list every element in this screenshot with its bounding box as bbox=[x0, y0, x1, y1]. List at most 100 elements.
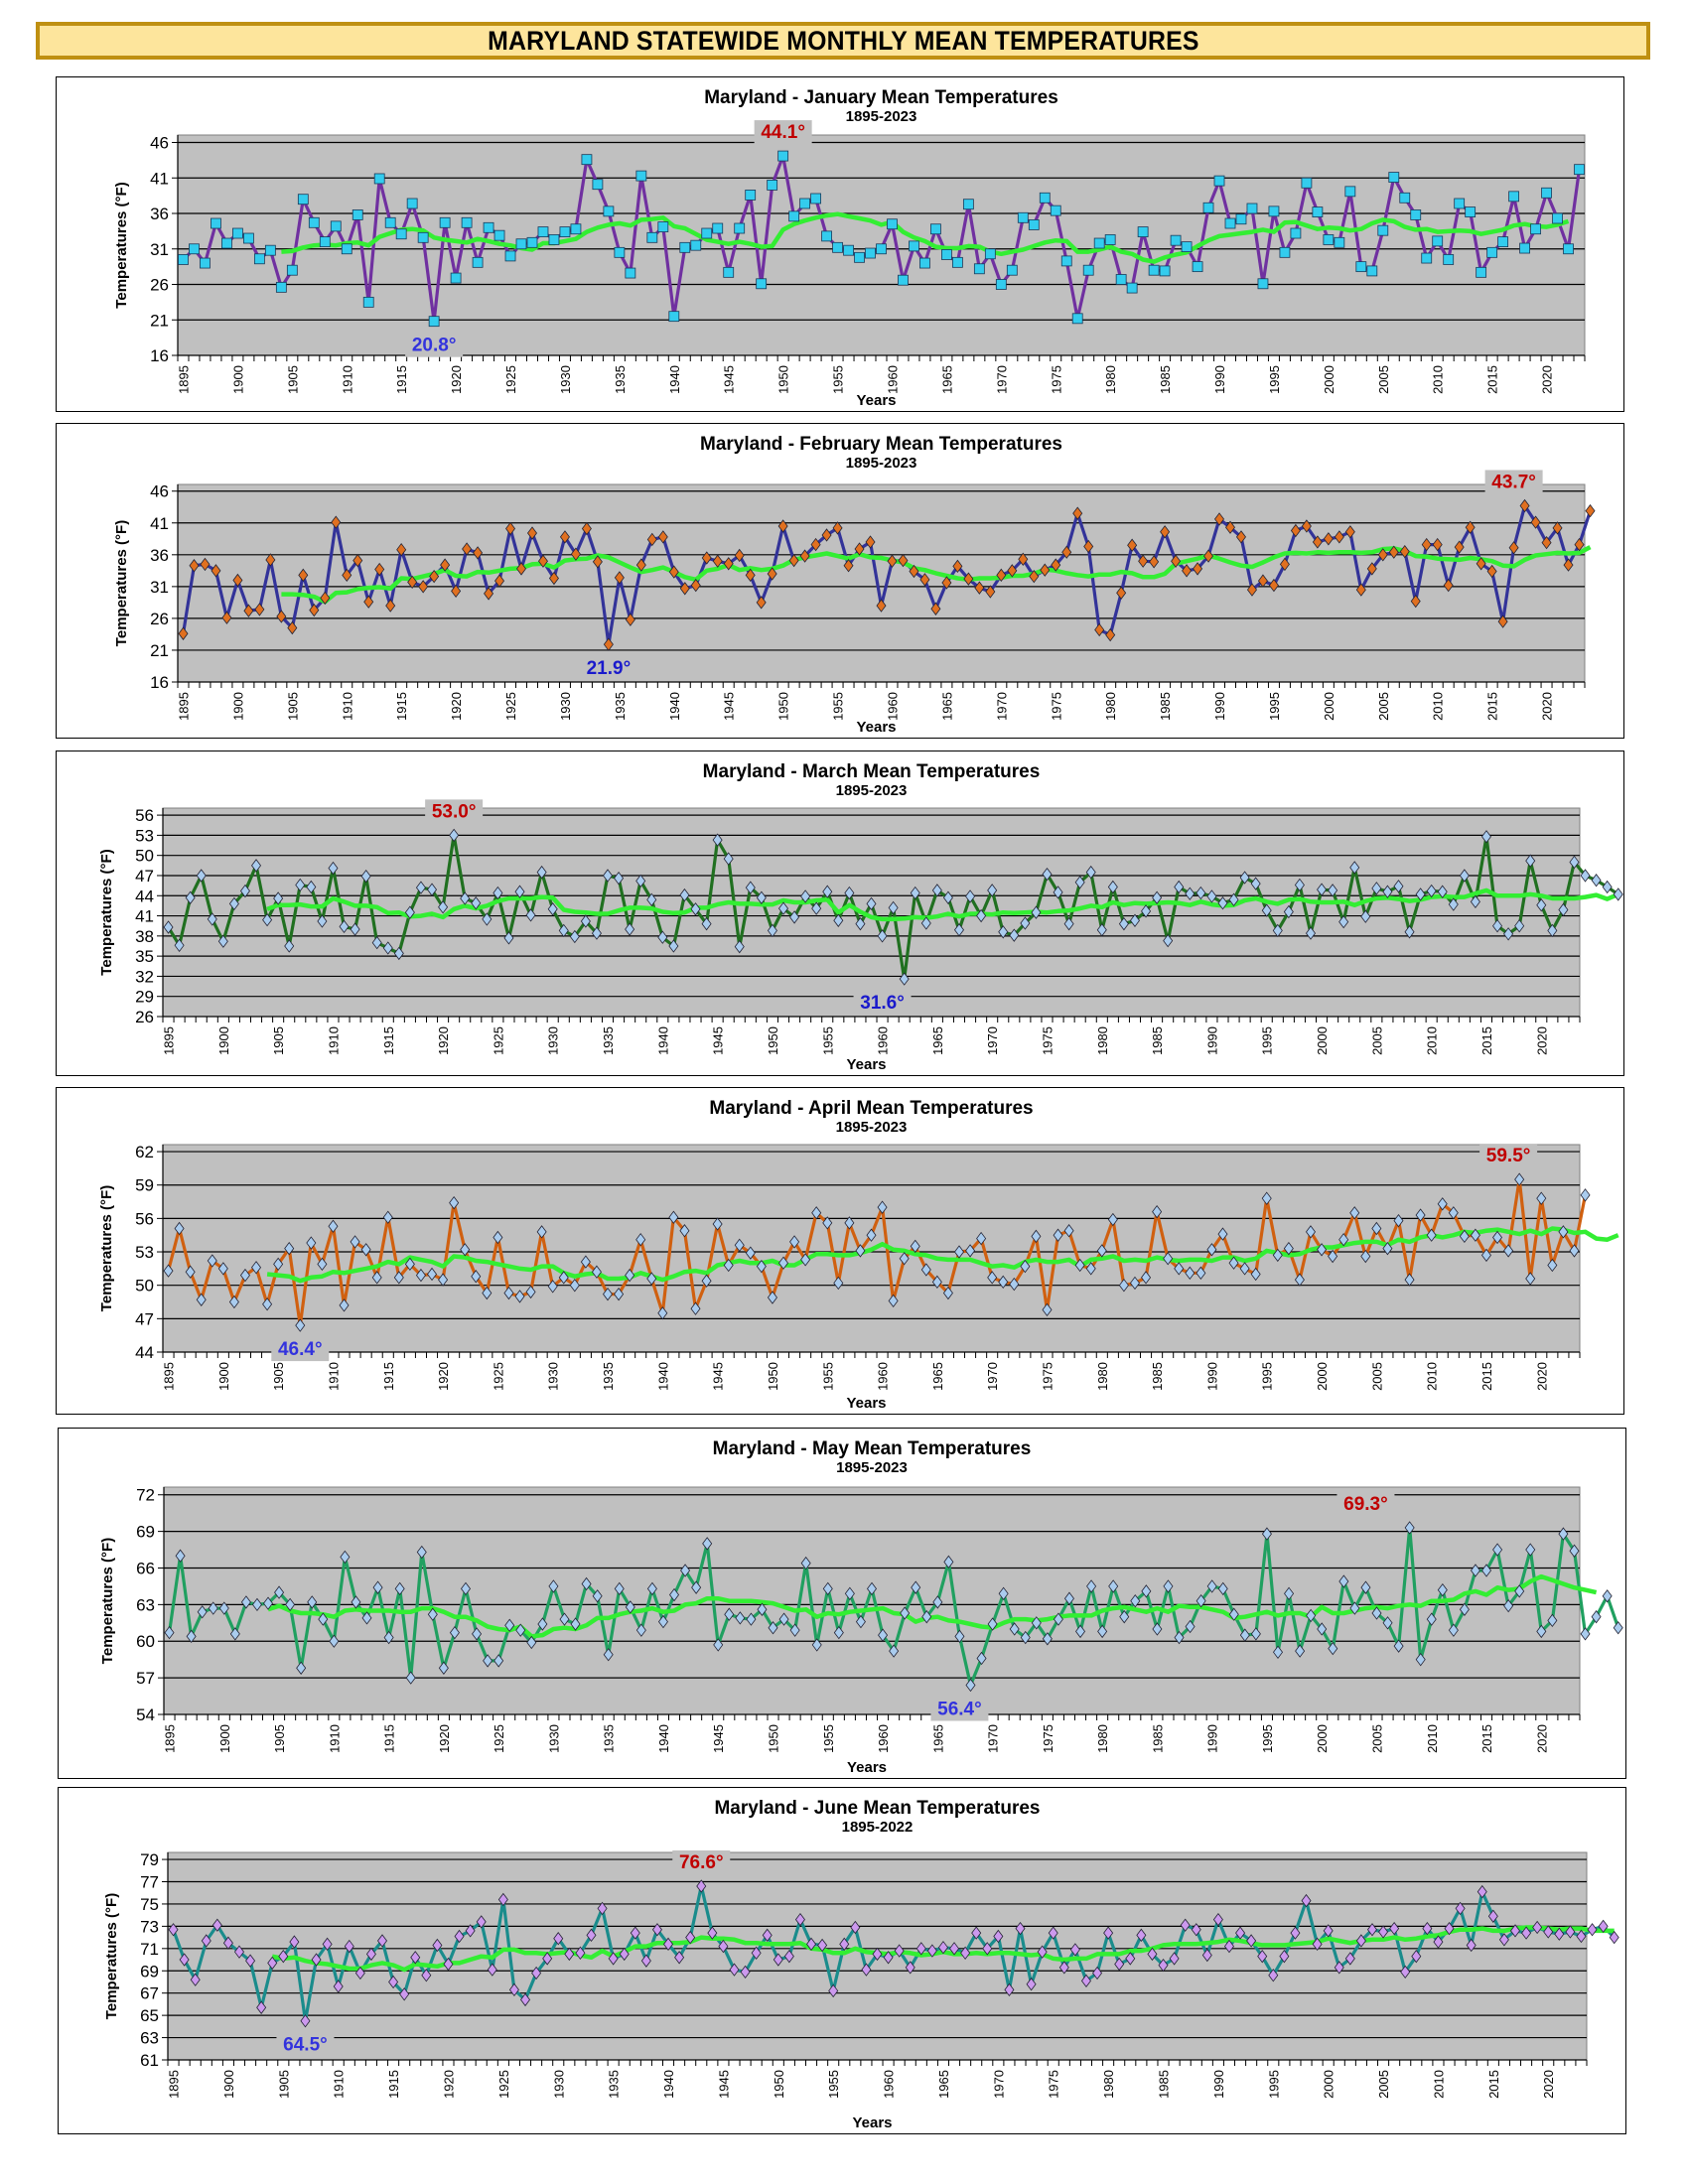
data-point-marker bbox=[1006, 264, 1018, 276]
data-point-marker bbox=[525, 908, 536, 922]
data-point-marker bbox=[1051, 558, 1061, 572]
data-point-marker bbox=[1530, 223, 1541, 235]
data-point-marker bbox=[1421, 537, 1432, 552]
data-point-marker bbox=[1250, 1627, 1261, 1641]
data-point-marker bbox=[1169, 1952, 1180, 1966]
data-point-marker bbox=[603, 1287, 614, 1301]
data-point-marker bbox=[232, 227, 243, 239]
x-tick-label: 1990 bbox=[1212, 365, 1227, 394]
data-point-marker bbox=[1349, 1206, 1360, 1220]
x-tick-label: 1905 bbox=[272, 1724, 287, 1753]
data-point-marker bbox=[783, 1950, 794, 1964]
data-point-marker bbox=[756, 890, 767, 904]
data-point-marker bbox=[822, 885, 833, 898]
data-point-marker bbox=[449, 1625, 460, 1640]
data-point-marker bbox=[1509, 1924, 1520, 1938]
data-point-marker bbox=[1130, 1594, 1141, 1608]
data-point-marker bbox=[1371, 1221, 1382, 1236]
data-point-marker bbox=[1344, 525, 1355, 539]
data-point-marker bbox=[603, 205, 615, 217]
y-tick-label: 32 bbox=[135, 967, 154, 986]
y-tick-label: 31 bbox=[150, 578, 169, 597]
data-point-marker bbox=[340, 1550, 351, 1565]
data-point-marker bbox=[438, 1661, 449, 1675]
data-point-marker bbox=[309, 603, 320, 617]
data-point-marker bbox=[1206, 889, 1217, 903]
x-tick-label: 1900 bbox=[216, 1362, 231, 1391]
data-point-marker bbox=[514, 885, 525, 898]
data-point-marker bbox=[614, 1287, 625, 1301]
data-point-marker bbox=[1338, 1233, 1349, 1247]
data-point-marker bbox=[1105, 627, 1116, 642]
x-tick-label: 1940 bbox=[655, 1026, 670, 1055]
y-tick-label: 35 bbox=[135, 947, 154, 966]
data-point-marker bbox=[341, 243, 352, 255]
data-point-marker bbox=[1508, 541, 1519, 555]
data-point-marker bbox=[1225, 520, 1236, 534]
data-point-marker bbox=[657, 1614, 668, 1629]
data-point-marker bbox=[251, 859, 262, 873]
data-point-marker bbox=[909, 564, 919, 579]
data-point-marker bbox=[828, 1983, 839, 1998]
x-tick-label: 2000 bbox=[1315, 1026, 1330, 1055]
data-point-marker bbox=[493, 1654, 504, 1668]
data-point-marker bbox=[1017, 211, 1029, 223]
x-tick-label: 2020 bbox=[1534, 1026, 1549, 1055]
x-tick-label: 1970 bbox=[986, 1724, 1001, 1753]
data-point-marker bbox=[987, 1617, 998, 1631]
data-point-marker bbox=[1389, 1921, 1400, 1936]
data-point-marker bbox=[712, 833, 723, 847]
data-point-marker bbox=[712, 222, 724, 234]
data-line bbox=[166, 1177, 1588, 1327]
data-point-marker bbox=[196, 1293, 207, 1306]
y-tick-label: 67 bbox=[140, 1984, 159, 2003]
record-high-label: 59.5° bbox=[1486, 1146, 1531, 1166]
data-point-marker bbox=[1257, 574, 1268, 588]
x-tick-label: 1995 bbox=[1267, 692, 1282, 721]
y-tick-label: 62 bbox=[135, 1143, 154, 1161]
data-point-marker bbox=[374, 562, 385, 577]
chart-title: Maryland - May Mean Temperatures bbox=[713, 1438, 1032, 1459]
data-point-marker bbox=[342, 568, 352, 582]
data-point-marker bbox=[657, 530, 668, 544]
data-point-marker bbox=[942, 1286, 953, 1300]
chart-may: Maryland - May Mean Temperatures1895-202… bbox=[99, 1438, 1623, 1776]
x-tick-label: 1965 bbox=[930, 1724, 945, 1753]
y-tick-label: 56 bbox=[135, 1209, 154, 1228]
data-point-marker bbox=[1075, 1624, 1086, 1639]
data-point-marker bbox=[1382, 1616, 1393, 1630]
data-point-marker bbox=[1031, 905, 1042, 919]
data-point-marker bbox=[1217, 1581, 1228, 1596]
data-point-marker bbox=[505, 521, 516, 536]
data-point-marker bbox=[1306, 1608, 1317, 1623]
data-point-marker bbox=[1344, 186, 1356, 198]
data-point-marker bbox=[329, 1634, 340, 1648]
data-point-marker bbox=[1192, 261, 1203, 273]
data-point-marker bbox=[1074, 1258, 1085, 1273]
x-tick-label: 1950 bbox=[767, 1724, 781, 1753]
data-point-marker bbox=[668, 1210, 679, 1224]
data-point-marker bbox=[1301, 519, 1312, 533]
data-point-marker bbox=[1163, 1252, 1174, 1266]
data-point-marker bbox=[1224, 217, 1236, 229]
x-tick-label: 1945 bbox=[711, 1026, 726, 1055]
data-point-marker bbox=[174, 938, 185, 952]
data-point-marker bbox=[1541, 187, 1552, 199]
data-point-marker bbox=[1334, 530, 1344, 544]
data-point-marker bbox=[953, 1245, 964, 1259]
page-title-banner: MARYLAND STATEWIDE MONTHLY MEAN TEMPERAT… bbox=[36, 22, 1650, 60]
data-point-marker bbox=[832, 521, 843, 535]
data-point-marker bbox=[1543, 1925, 1554, 1939]
data-point-marker bbox=[1525, 1272, 1536, 1286]
data-point-marker bbox=[311, 1953, 322, 1967]
x-tick-label: 1995 bbox=[1260, 1724, 1275, 1753]
data-point-marker bbox=[1591, 1609, 1602, 1624]
data-point-marker bbox=[1580, 1627, 1591, 1641]
data-point-marker bbox=[399, 1987, 410, 2001]
data-point-marker bbox=[987, 884, 998, 897]
data-point-marker bbox=[646, 532, 657, 547]
data-point-marker bbox=[965, 1244, 976, 1258]
data-point-marker bbox=[548, 1579, 559, 1593]
data-point-marker bbox=[1116, 586, 1127, 600]
data-point-marker bbox=[1591, 874, 1602, 887]
